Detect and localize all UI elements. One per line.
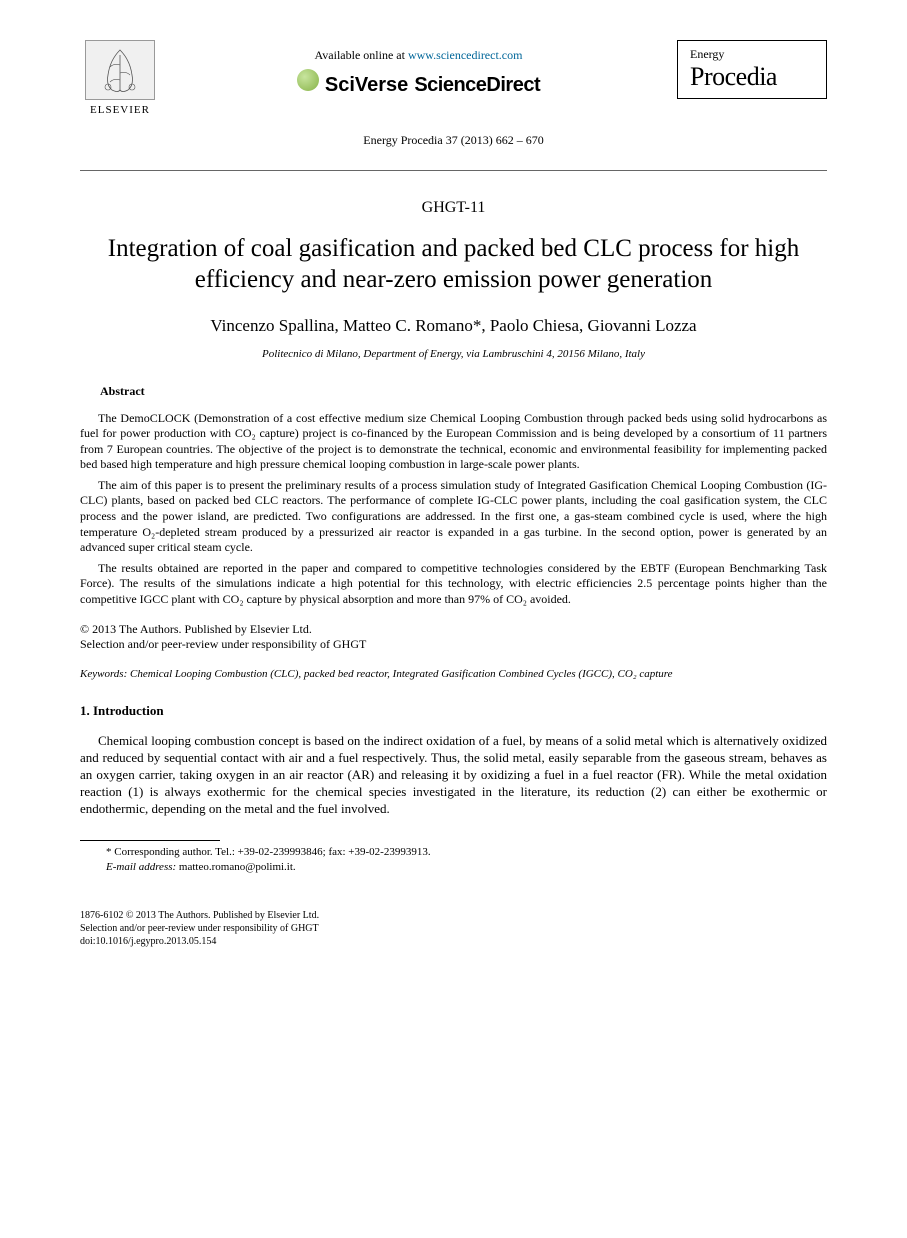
abstract-paragraph-3: The results obtained are reported in the… bbox=[80, 561, 827, 608]
affiliation-line: Politecnico di Milano, Department of Ene… bbox=[80, 348, 827, 360]
center-header: Available online at www.sciencedirect.co… bbox=[160, 40, 677, 97]
sciencedirect-link[interactable]: www.sciencedirect.com bbox=[408, 48, 523, 62]
available-text: Available online at bbox=[315, 48, 408, 62]
email-value: matteo.romano@polimi.it. bbox=[176, 861, 296, 873]
email-line: E-mail address: matteo.romano@polimi.it. bbox=[106, 860, 827, 875]
footer-doi: doi:10.1016/j.egypro.2013.05.154 bbox=[80, 935, 827, 948]
section-1-heading: 1. Introduction bbox=[80, 703, 827, 719]
journal-box: Energy Procedia bbox=[677, 40, 827, 99]
elsevier-logo: ELSEVIER bbox=[80, 40, 160, 125]
elsevier-label: ELSEVIER bbox=[90, 104, 150, 116]
footer-line-1: 1876-6102 © 2013 The Authors. Published … bbox=[80, 909, 827, 922]
section-1-paragraph-1: Chemical looping combustion concept is b… bbox=[80, 733, 827, 817]
sciverse-label: SciVerse bbox=[325, 74, 408, 97]
paper-title: Integration of coal gasification and pac… bbox=[100, 233, 807, 296]
footer-block: 1876-6102 © 2013 The Authors. Published … bbox=[80, 909, 827, 948]
sciverse-ball-icon bbox=[297, 69, 319, 91]
copyright-line-1: © 2013 The Authors. Published by Elsevie… bbox=[80, 622, 827, 638]
available-online-line: Available online at www.sciencedirect.co… bbox=[160, 48, 677, 63]
footnote-divider bbox=[80, 840, 220, 841]
corresponding-author-line: * Corresponding author. Tel.: +39-02-239… bbox=[106, 845, 827, 860]
abstract-label: Abstract bbox=[100, 384, 827, 399]
sciverse-logo-row: SciVerse ScienceDirect bbox=[160, 69, 677, 97]
keywords-line: Keywords: Chemical Looping Combustion (C… bbox=[80, 667, 827, 681]
conference-name: GHGT-11 bbox=[80, 199, 827, 217]
footnote-block: * Corresponding author. Tel.: +39-02-239… bbox=[106, 845, 827, 876]
footer-line-2: Selection and/or peer-review under respo… bbox=[80, 922, 827, 935]
elsevier-tree-icon bbox=[85, 40, 155, 100]
journal-prefix: Energy bbox=[690, 47, 814, 62]
sciencedirect-label: ScienceDirect bbox=[414, 74, 540, 97]
authors-line: Vincenzo Spallina, Matteo C. Romano*, Pa… bbox=[80, 316, 827, 336]
header-divider bbox=[80, 170, 827, 171]
email-label: E-mail address: bbox=[106, 861, 176, 873]
citation-line: Energy Procedia 37 (2013) 662 – 670 bbox=[80, 133, 827, 148]
page-header: ELSEVIER Available online at www.science… bbox=[80, 40, 827, 125]
journal-name: Procedia bbox=[690, 62, 814, 92]
abstract-paragraph-2: The aim of this paper is to present the … bbox=[80, 478, 827, 556]
abstract-paragraph-1: The DemoCLOCK (Demonstration of a cost e… bbox=[80, 411, 827, 473]
copyright-block: © 2013 The Authors. Published by Elsevie… bbox=[80, 622, 827, 653]
copyright-line-2: Selection and/or peer-review under respo… bbox=[80, 637, 827, 653]
